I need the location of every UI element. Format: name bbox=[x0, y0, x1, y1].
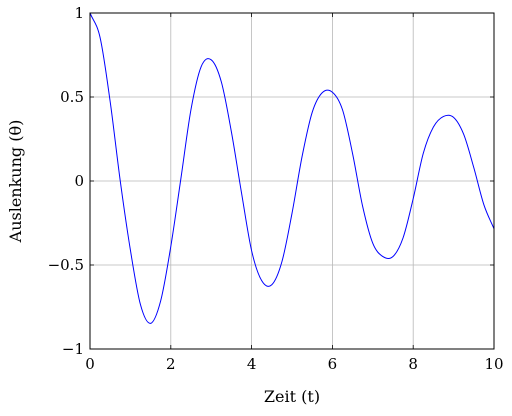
y-tick-label: −1 bbox=[62, 340, 84, 358]
grid-lines bbox=[89, 12, 495, 350]
x-tick-label: 10 bbox=[484, 355, 503, 373]
x-tick-label: 8 bbox=[408, 355, 418, 373]
series-line bbox=[89, 12, 495, 324]
y-axis-label: Auslenkung (θ) bbox=[6, 120, 25, 244]
y-tick-label: −0.5 bbox=[48, 256, 84, 274]
y-tick-label: 0.5 bbox=[60, 88, 84, 106]
x-tick-label: 0 bbox=[85, 355, 95, 373]
y-tick-label: 0 bbox=[74, 172, 84, 190]
y-tick-label: 1 bbox=[74, 4, 84, 22]
plot-frame bbox=[89, 12, 495, 350]
x-tick-label: 2 bbox=[166, 355, 176, 373]
x-tick-label: 6 bbox=[328, 355, 338, 373]
x-axis-label: Zeit (t) bbox=[264, 387, 320, 406]
tick-labels: 0 2 4 6 8 10 −1 −0.5 0 0.5 1 bbox=[48, 4, 504, 373]
x-tick-label: 4 bbox=[247, 355, 257, 373]
